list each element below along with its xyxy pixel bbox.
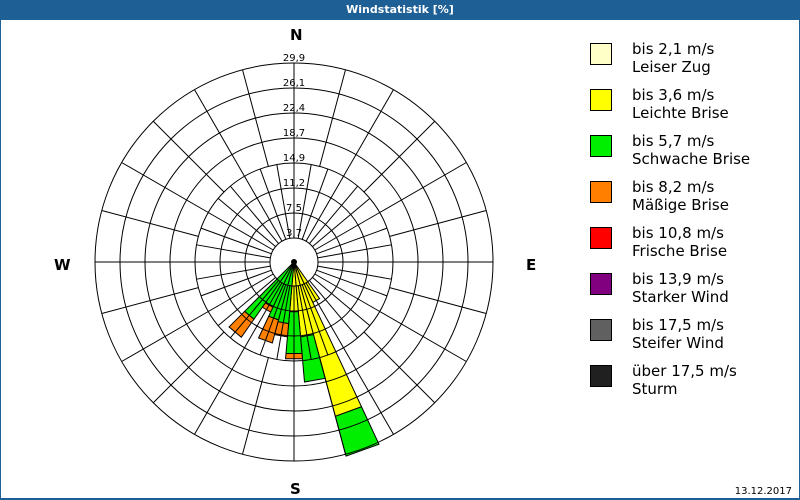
legend-range: über 17,5 m/s <box>632 362 737 380</box>
legend-range: bis 17,5 m/s <box>632 316 724 334</box>
compass-west: W <box>54 256 71 274</box>
legend-range: bis 5,7 m/s <box>632 132 715 150</box>
legend-range: bis 10,8 m/s <box>632 224 724 242</box>
legend-label: Frische Brise <box>632 242 728 260</box>
svg-text:26,1: 26,1 <box>283 78 305 89</box>
svg-text:18,7: 18,7 <box>283 128 305 139</box>
legend-swatch <box>590 89 612 111</box>
chart-title: Windstatistik [%] <box>0 0 800 20</box>
legend-swatch <box>590 43 612 65</box>
legend-range: bis 8,2 m/s <box>632 178 715 196</box>
wind-rose: 3,7 7,5 11,2 14,9 18,7 22,4 26,1 29,9 <box>94 53 494 462</box>
svg-text:14,9: 14,9 <box>283 153 305 164</box>
legend-label: Sturm <box>632 380 678 398</box>
svg-text:7,5: 7,5 <box>286 203 302 214</box>
legend-swatch <box>590 135 612 157</box>
legend-swatch <box>590 273 612 295</box>
svg-text:22,4: 22,4 <box>283 103 305 114</box>
date-stamp: 13.12.2017 <box>734 486 792 497</box>
legend-label: Leiser Zug <box>632 58 711 76</box>
compass-north: N <box>290 26 303 44</box>
legend-label: Starker Wind <box>632 288 729 306</box>
legend-swatch <box>590 181 612 203</box>
svg-text:11,2: 11,2 <box>283 178 305 189</box>
legend-swatch <box>590 365 612 387</box>
wind-bars <box>228 238 380 457</box>
svg-text:29,9: 29,9 <box>283 53 305 64</box>
legend-label: Schwache Brise <box>632 150 751 168</box>
bottom-border <box>0 498 800 500</box>
legend-label: Mäßige Brise <box>632 196 729 214</box>
legend-swatch <box>590 227 612 249</box>
compass-south: S <box>290 480 301 498</box>
legend-range: bis 13,9 m/s <box>632 270 724 288</box>
svg-text:3,7: 3,7 <box>286 228 302 239</box>
radial-tick-labels: 3,7 7,5 11,2 14,9 18,7 22,4 26,1 29,9 <box>283 53 305 239</box>
legend-range: bis 2,1 m/s <box>632 40 715 58</box>
legend-label: Steifer Wind <box>632 334 724 352</box>
legend-range: bis 3,6 m/s <box>632 86 715 104</box>
legend-label: Leichte Brise <box>632 104 729 122</box>
polar-grid <box>94 62 494 462</box>
compass-east: E <box>526 256 537 274</box>
legend-swatch <box>590 319 612 341</box>
